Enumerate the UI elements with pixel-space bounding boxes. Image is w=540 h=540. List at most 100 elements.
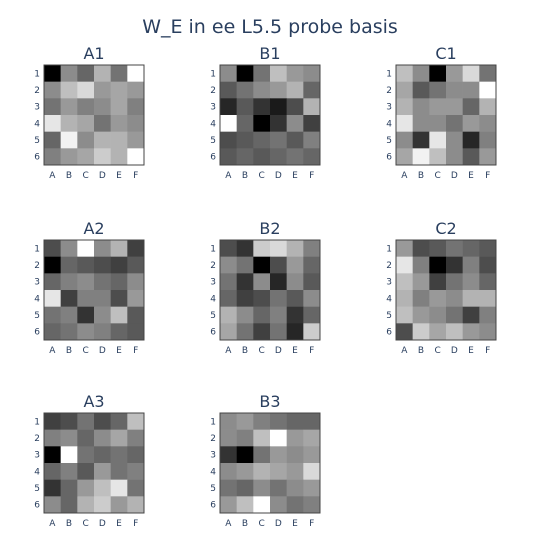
x-tick-label: B [66,171,72,181]
y-tick-label: 5 [34,484,40,494]
y-tick-label: 6 [34,501,40,511]
heatmap-cell [270,323,287,341]
heatmap-cell [396,65,413,82]
heatmap-cell [412,148,430,166]
x-tick-label: D [275,346,282,356]
x-tick-label: F [309,346,314,356]
heatmap-cell [253,240,271,257]
heatmap-cell [77,240,95,257]
heatmap-cell [110,496,128,514]
heatmap-cell [270,413,287,430]
heatmap-cell [94,323,111,341]
y-tick-label: 5 [210,311,216,321]
x-tick-label: E [468,346,474,356]
heatmap-cell [412,131,430,149]
heatmap-cell [396,273,413,291]
y-tick-label: 2 [386,86,392,96]
x-tick-label: D [275,171,282,181]
x-tick-label: F [133,519,138,529]
heatmap-cell [220,65,237,82]
x-tick-label: D [275,519,282,529]
heatmap-cell [44,446,61,464]
heatmap-cell [110,98,128,116]
panel-title: A1 [83,44,104,63]
heatmap-cell [479,115,497,132]
heatmap-cell [94,148,111,166]
heatmap-cell [220,240,237,257]
heatmap-cell [110,256,128,274]
heatmap-cell [303,148,321,166]
heatmap-cell [479,290,497,307]
heatmap-cell [429,290,447,307]
heatmap-cell [94,240,111,257]
heatmap-cell [77,65,95,82]
heatmap-cell [77,463,95,480]
heatmap-cell [94,306,111,324]
heatmap-cell [60,496,78,514]
heatmap-cell [77,115,95,132]
panel-border [395,64,497,166]
heatmap-cell [110,413,128,430]
heatmap-cell [412,115,430,132]
heatmap-cell [94,463,111,480]
heatmap-cell [110,81,128,99]
y-tick-label: 5 [34,311,40,321]
panel-border [219,64,321,166]
panel-border [395,239,497,341]
y-tick-label: 6 [34,153,40,163]
y-tick-label: 3 [210,451,216,461]
heatmap-cell [220,463,237,480]
heatmap-panel: C1 1 2 3 4 5 6A B C D E F [386,44,497,181]
heatmap-cell [127,256,145,274]
heatmap-cell [462,81,480,99]
heatmap-cell [94,81,111,99]
heatmap-cell [60,98,78,116]
heatmap-cell [60,115,78,132]
heatmap-cell [303,446,321,464]
x-tick-label: B [418,346,424,356]
heatmap-cell [479,306,497,324]
heatmap-cell [286,306,304,324]
y-tick-label: 3 [34,451,40,461]
heatmap-cell [220,131,237,149]
heatmap-cell [110,115,128,132]
x-tick-label: B [66,519,72,529]
x-tick-label: C [435,346,441,356]
heatmap-cell [446,131,463,149]
y-tick-label: 5 [210,136,216,146]
heatmap-cell [412,273,430,291]
heatmap-cell [396,306,413,324]
heatmap-cell [270,429,287,447]
heatmap-cell [110,290,128,307]
heatmap-cell [94,256,111,274]
heatmap-panel: B1 1 2 3 4 5 6A B C D E F [210,44,321,181]
heatmap-cell [236,65,254,82]
heatmap-cell [253,496,271,514]
heatmap-cell [446,256,463,274]
x-tick-label: D [99,519,106,529]
heatmap-cell [270,240,287,257]
heatmap-cell [127,273,145,291]
heatmap-cell [77,131,95,149]
y-tick-label: 3 [34,278,40,288]
heatmap-cell [462,240,480,257]
heatmap-cell [60,446,78,464]
heatmap-cell [446,65,463,82]
y-tick-label: 2 [34,86,40,96]
heatmap-cell [270,496,287,514]
y-tick-label: 6 [386,153,392,163]
heatmap-cell [236,429,254,447]
heatmap-cell [412,306,430,324]
heatmap-cell [270,256,287,274]
heatmap-cell [77,429,95,447]
heatmap-cell [253,463,271,480]
heatmap-cell [462,65,480,82]
x-tick-label: B [66,346,72,356]
heatmap-cell [303,65,321,82]
y-tick-label: 3 [386,103,392,113]
panel-border [43,412,145,514]
heatmap-cell [286,148,304,166]
heatmap-cell [44,256,61,274]
y-tick-label: 6 [210,328,216,338]
heatmap-cell [396,240,413,257]
